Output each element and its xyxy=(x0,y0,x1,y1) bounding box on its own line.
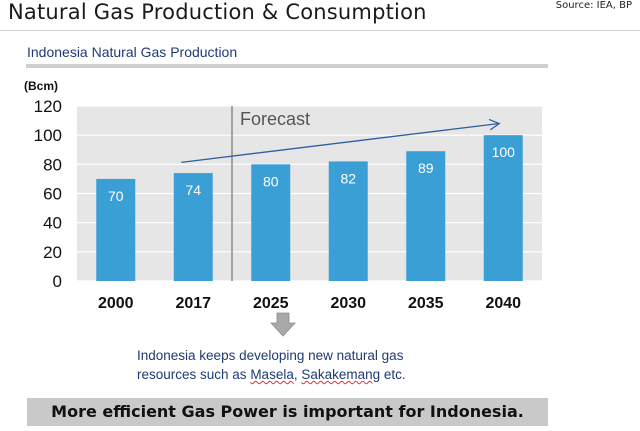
trend-arrow-line xyxy=(181,122,500,163)
bar xyxy=(328,161,368,281)
note-suffix: etc. xyxy=(380,367,406,382)
y-axis-label: (Bcm) xyxy=(24,79,58,93)
x-tick-label: 2035 xyxy=(408,295,444,312)
page-title: Natural Gas Production & Consumption xyxy=(8,0,427,24)
y-tick-label: 120 xyxy=(34,97,62,116)
y-tick-label: 100 xyxy=(34,126,62,145)
note-line-1: Indonesia keeps developing new natural g… xyxy=(137,348,404,363)
bar xyxy=(406,151,446,281)
bar-value-label: 74 xyxy=(185,182,201,198)
chart-title-underline xyxy=(26,64,548,68)
conclusion-banner: More efficient Gas Power is important fo… xyxy=(27,398,548,426)
y-tick-label: 0 xyxy=(53,272,62,291)
x-tick-label: 2017 xyxy=(175,295,211,312)
y-tick-label: 60 xyxy=(43,185,62,204)
note-comma: , xyxy=(293,367,302,382)
y-tick-label: 20 xyxy=(43,243,62,262)
bar-value-label: 100 xyxy=(492,144,516,160)
note-masela: Masela xyxy=(250,367,294,382)
note-sakakemang: Sakakemang xyxy=(301,367,381,382)
bar xyxy=(251,164,291,281)
note-line-2-prefix: resources such as xyxy=(137,367,251,382)
bar xyxy=(173,173,213,281)
source-label: Source: IEA, BP xyxy=(555,0,632,11)
chart-title: Indonesia Natural Gas Production xyxy=(27,44,238,60)
x-tick-label: 2040 xyxy=(485,295,521,312)
y-tick-label: 80 xyxy=(43,155,62,174)
bar xyxy=(483,135,523,281)
down-arrow-icon xyxy=(270,312,296,337)
bar-value-label: 80 xyxy=(263,173,279,189)
banner-text: More efficient Gas Power is important fo… xyxy=(51,402,524,421)
y-tick-label: 40 xyxy=(43,214,62,233)
x-tick-label: 2025 xyxy=(253,295,289,312)
x-tick-label: 2030 xyxy=(330,295,366,312)
title-divider xyxy=(0,30,640,31)
trend-arrow-head xyxy=(488,118,501,131)
bar-value-label: 89 xyxy=(418,160,434,176)
note-text: Indonesia keeps developing new natural g… xyxy=(137,346,497,384)
bar-value-label: 82 xyxy=(340,170,356,186)
bar-value-label: 70 xyxy=(108,188,124,204)
bar xyxy=(96,178,136,281)
x-tick-label: 2000 xyxy=(98,295,134,312)
forecast-label: Forecast xyxy=(240,109,310,129)
